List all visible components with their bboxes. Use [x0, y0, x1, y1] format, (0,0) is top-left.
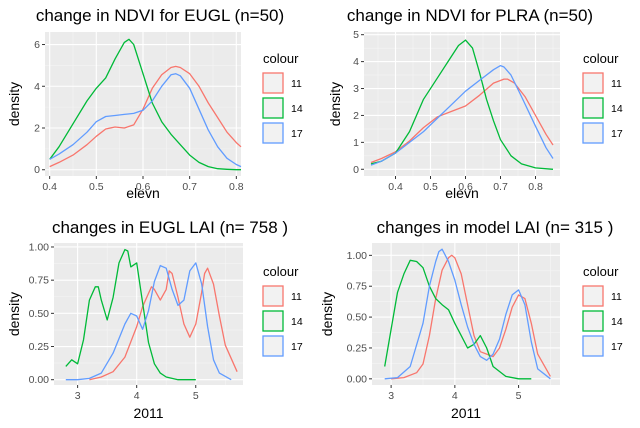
legend-label-11: 11	[611, 291, 622, 303]
density-line-14	[370, 39, 554, 170]
y-tick-label: 3	[353, 83, 359, 95]
chart-title: changes in EUGL LAI (n= 758 )	[52, 218, 288, 237]
x-tick-label: 0.4	[42, 181, 57, 193]
chart-title: changes in model LAI (n= 315 )	[377, 218, 614, 237]
y-tick-label: 0	[34, 164, 40, 176]
legend: colour 11 14 17	[582, 51, 623, 144]
legend-label-14: 14	[291, 316, 303, 328]
density-line-17	[65, 262, 232, 381]
x-tick-label: 0.5	[423, 181, 438, 193]
legend-title: colour	[583, 51, 619, 66]
y-axis-title: density	[319, 292, 335, 336]
x-axis-title: 2011	[451, 405, 481, 421]
chart-panel-4: 3 4 5 0.00 0.25 0.50 0.75 1.00 changes in model …	[319, 218, 623, 421]
x-tick-label: 0.8	[528, 181, 543, 193]
x-tick-label: 3	[75, 390, 81, 402]
y-tick-label: 5	[353, 29, 359, 41]
x-tick-label: 0.7	[182, 181, 197, 193]
legend-label-14: 14	[611, 316, 623, 328]
legend-key-17	[262, 122, 284, 144]
x-tick-label: 5	[516, 390, 522, 402]
x-tick-label: 0.6	[136, 181, 151, 193]
y-tick-label: 0.00	[29, 374, 50, 386]
density-line-11	[49, 65, 242, 168]
y-tick-label: 1.00	[347, 250, 368, 262]
legend-key-14	[582, 97, 604, 119]
y-tick-label: 0.25	[347, 342, 368, 354]
y-tick-label: 0.25	[29, 341, 50, 353]
legend-label-17: 17	[291, 128, 303, 140]
density-line-17	[370, 64, 554, 166]
y-tick-label: 0.50	[29, 308, 50, 320]
x-axis-title: 2011	[133, 405, 163, 421]
density-line-11	[391, 254, 551, 380]
x-tick-label: 5	[193, 390, 199, 402]
x-tick-label: 0.6	[458, 181, 473, 193]
y-tick-label: 4	[34, 81, 40, 93]
y-tick-label: 0.75	[347, 281, 368, 293]
legend: colour 11 14 17	[582, 264, 623, 357]
density-line-14	[384, 259, 532, 380]
y-tick-label: 0.50	[347, 312, 368, 324]
y-tick-label: 6	[34, 39, 40, 51]
legend-label-11: 11	[611, 78, 622, 90]
legend-label-17: 17	[291, 341, 303, 353]
x-tick-label: 0.7	[493, 181, 508, 193]
y-tick-label: 0.00	[347, 373, 368, 385]
y-tick-label: 0	[353, 164, 359, 176]
legend-label-17: 17	[611, 341, 623, 353]
legend-label-14: 14	[611, 103, 623, 115]
y-tick-label: 0.75	[29, 275, 50, 287]
x-tick-label: 4	[134, 390, 140, 402]
x-tick-label: 0.5	[89, 181, 104, 193]
legend-key-11	[582, 285, 604, 307]
legend-key-17	[582, 122, 604, 144]
y-axis-title: density	[6, 82, 22, 126]
legend-key-17	[582, 335, 604, 357]
y-tick-label: 1.00	[29, 241, 50, 253]
x-tick-label: 4	[452, 390, 458, 402]
chart-panel-1: 0.4 0.5 0.6 0.7 0.8 0 2 4 6 change in NDVI for EU…	[6, 6, 303, 201]
legend-key-11	[262, 285, 284, 307]
legend-title: colour	[263, 264, 299, 279]
legend-label-11: 11	[291, 78, 302, 90]
legend-key-14	[262, 310, 284, 332]
chart-panel-2: 0.4 0.5 0.6 0.7 0.8 0 1 2 3 4 5 change in NDVI for …	[327, 6, 623, 201]
legend-title: colour	[583, 264, 619, 279]
y-tick-label: 1	[353, 137, 359, 149]
density-line-11	[370, 78, 554, 164]
legend: colour 11 14 17	[262, 264, 303, 357]
x-tick-label: 0.8	[229, 181, 244, 193]
density-line-17	[384, 248, 551, 380]
legend-label-11: 11	[291, 291, 302, 303]
y-tick-label: 4	[353, 56, 359, 68]
legend-key-11	[582, 72, 604, 94]
y-tick-label: 2	[34, 123, 40, 135]
legend-key-14	[582, 310, 604, 332]
legend-title: colour	[263, 51, 299, 66]
legend-label-14: 14	[291, 103, 303, 115]
density-line-14	[49, 38, 241, 171]
chart-title: change in NDVI for EUGL (n=50)	[36, 6, 284, 25]
chart-title: change in NDVI for PLRA (n=50)	[347, 6, 593, 25]
density-line-11	[89, 267, 238, 381]
y-axis-title: density	[327, 82, 343, 126]
y-tick-label: 2	[353, 110, 359, 122]
x-tick-label: 3	[388, 390, 394, 402]
plot-background	[372, 243, 560, 385]
y-axis-title: density	[6, 292, 22, 336]
legend-label-17: 17	[611, 128, 623, 140]
legend-key-17	[262, 335, 284, 357]
x-tick-label: 0.4	[388, 181, 403, 193]
x-axis-title: elevn	[126, 185, 159, 201]
density-line-14	[65, 248, 196, 381]
x-axis-title: elevn	[445, 185, 478, 201]
plot-background	[54, 243, 243, 385]
legend-key-14	[262, 97, 284, 119]
legend: colour 11 14 17	[262, 51, 303, 144]
legend-key-11	[262, 72, 284, 94]
density-line-17	[49, 73, 242, 168]
